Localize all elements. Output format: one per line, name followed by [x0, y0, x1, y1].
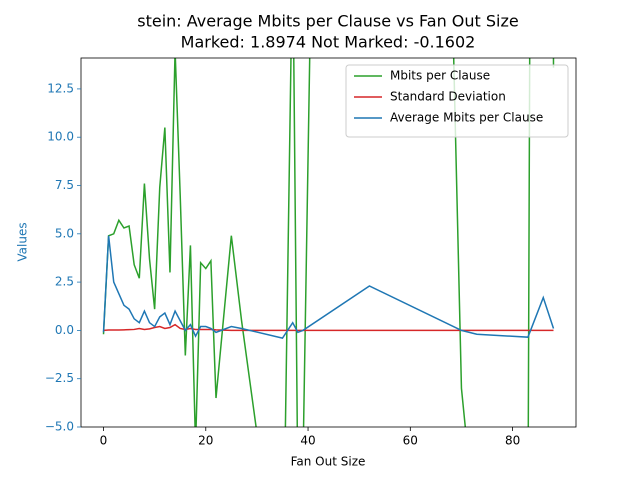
- x-tick-label: 40: [300, 434, 315, 448]
- data-line: [102, 58, 555, 427]
- plot-area: [102, 58, 555, 427]
- x-tick-label: 60: [403, 434, 418, 448]
- data-line: [103, 323, 554, 332]
- y-tick-label: 2.5: [55, 275, 74, 289]
- chart-subtitle: Marked: 1.8974 Not Marked: -0.1602: [181, 33, 476, 52]
- x-tick-label: 80: [505, 434, 520, 448]
- x-tick-label: 0: [100, 434, 108, 448]
- y-axis-label: Values: [16, 222, 30, 261]
- y-tick-label: 0.0: [55, 323, 74, 337]
- legend-box: [345, 64, 569, 138]
- legend-label: Average Mbits per Clause: [390, 111, 543, 125]
- data-line: [102, 235, 555, 339]
- axes-frame: [80, 57, 577, 428]
- x-tick-label: 20: [198, 434, 213, 448]
- y-tick-label: −5.0: [45, 420, 74, 434]
- y-tick-label: 12.5: [47, 81, 74, 95]
- legend-label: Standard Deviation: [390, 90, 506, 104]
- y-tick-label: 10.0: [47, 130, 74, 144]
- y-tick-label: 7.5: [55, 178, 74, 192]
- chart-title: stein: Average Mbits per Clause vs Fan O…: [137, 12, 519, 31]
- legend-label: Mbits per Clause: [390, 69, 490, 83]
- y-tick-label: 5.0: [55, 226, 74, 240]
- x-axis-label: Fan Out Size: [291, 455, 366, 469]
- y-tick-label: −2.5: [45, 371, 74, 385]
